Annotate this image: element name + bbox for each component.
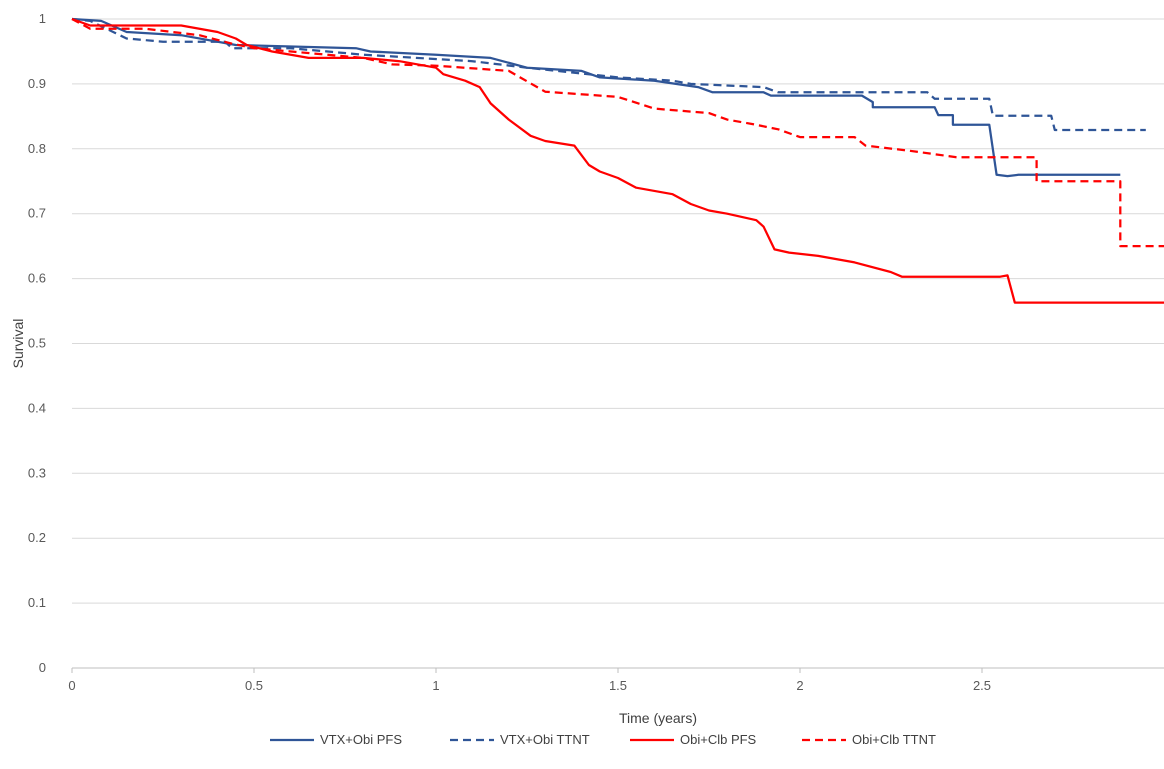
legend-item-2: VTX+Obi TTNT xyxy=(450,732,590,747)
y-tick-label: 0.8 xyxy=(28,141,46,156)
y-tick-label: 0.5 xyxy=(28,336,46,351)
series-lines xyxy=(71,17,1164,304)
series-line-2 xyxy=(71,17,1146,132)
x-tick-label: 0.5 xyxy=(245,678,263,693)
x-tick-label: 0 xyxy=(68,678,75,693)
x-tick-label: 2 xyxy=(796,678,803,693)
y-axis-title: Survival xyxy=(10,319,26,369)
y-tick-label: 0 xyxy=(39,660,46,675)
x-tick-label: 1.5 xyxy=(609,678,627,693)
legend-label: VTX+Obi TTNT xyxy=(500,732,590,747)
legend: VTX+Obi PFS VTX+Obi TTNT Obi+Clb PFS Obi+Cl… xyxy=(270,732,936,747)
y-tick-label: 1 xyxy=(39,11,46,26)
series-line-1 xyxy=(71,17,1121,178)
y-tick-label: 0.7 xyxy=(28,206,46,221)
legend-item-3: Obi+Clb PFS xyxy=(630,732,757,747)
legend-label: Obi+Clb TTNT xyxy=(852,732,936,747)
y-tick-label: 0.6 xyxy=(28,271,46,286)
legend-item-4: Obi+Clb TTNT xyxy=(802,732,936,747)
x-tick-label: 1 xyxy=(432,678,439,693)
axes: 0 0.1 0.2 0.3 0.4 0.5 0.6 0.7 0.8 0.9 1 0 0.5 1 1.5 2 2.… xyxy=(10,11,1164,726)
x-axis-title: Time (years) xyxy=(619,710,697,726)
legend-item-1: VTX+Obi PFS xyxy=(270,732,402,747)
gridlines xyxy=(72,18,1164,604)
legend-label: Obi+Clb PFS xyxy=(680,732,757,747)
y-tick-label: 0.1 xyxy=(28,595,46,610)
series-line-3 xyxy=(71,17,1164,304)
legend-label: VTX+Obi PFS xyxy=(320,732,402,747)
y-tick-label: 0.3 xyxy=(28,465,46,480)
y-tick-label: 0.4 xyxy=(28,400,46,415)
series-line-4 xyxy=(71,18,1164,248)
y-tick-label: 0.2 xyxy=(28,530,46,545)
y-tick-label: 0.9 xyxy=(28,76,46,91)
x-tick-label: 2.5 xyxy=(973,678,991,693)
